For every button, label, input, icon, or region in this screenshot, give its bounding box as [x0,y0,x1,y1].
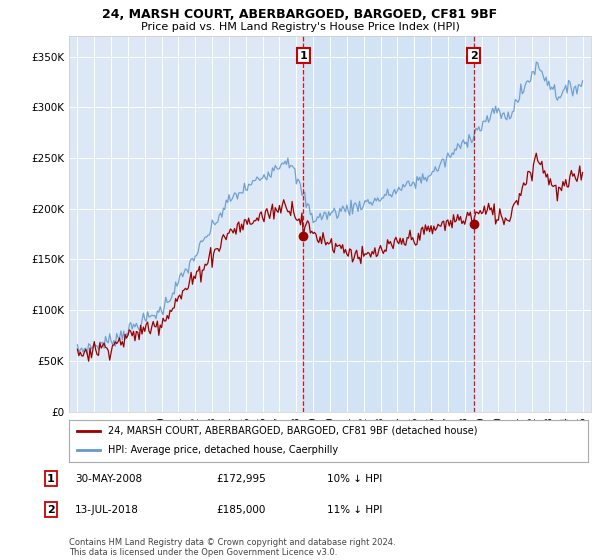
Text: 1: 1 [299,50,307,60]
Bar [303,36,473,412]
Text: £185,000: £185,000 [216,505,265,515]
Text: 24, MARSH COURT, ABERBARGOED, BARGOED, CF81 9BF (detached house): 24, MARSH COURT, ABERBARGOED, BARGOED, C… [108,426,478,436]
Text: Price paid vs. HM Land Registry's House Price Index (HPI): Price paid vs. HM Land Registry's House … [140,22,460,32]
Text: 13-JUL-2018: 13-JUL-2018 [75,505,139,515]
Text: 11% ↓ HPI: 11% ↓ HPI [327,505,382,515]
Text: £172,995: £172,995 [216,474,266,484]
Text: 10% ↓ HPI: 10% ↓ HPI [327,474,382,484]
Text: 2: 2 [47,505,55,515]
Text: HPI: Average price, detached house, Caerphilly: HPI: Average price, detached house, Caer… [108,445,338,455]
Text: Contains HM Land Registry data © Crown copyright and database right 2024.
This d: Contains HM Land Registry data © Crown c… [69,538,395,557]
Text: 1: 1 [47,474,55,484]
Text: 2: 2 [470,50,478,60]
Text: 30-MAY-2008: 30-MAY-2008 [75,474,142,484]
Text: 24, MARSH COURT, ABERBARGOED, BARGOED, CF81 9BF: 24, MARSH COURT, ABERBARGOED, BARGOED, C… [103,8,497,21]
